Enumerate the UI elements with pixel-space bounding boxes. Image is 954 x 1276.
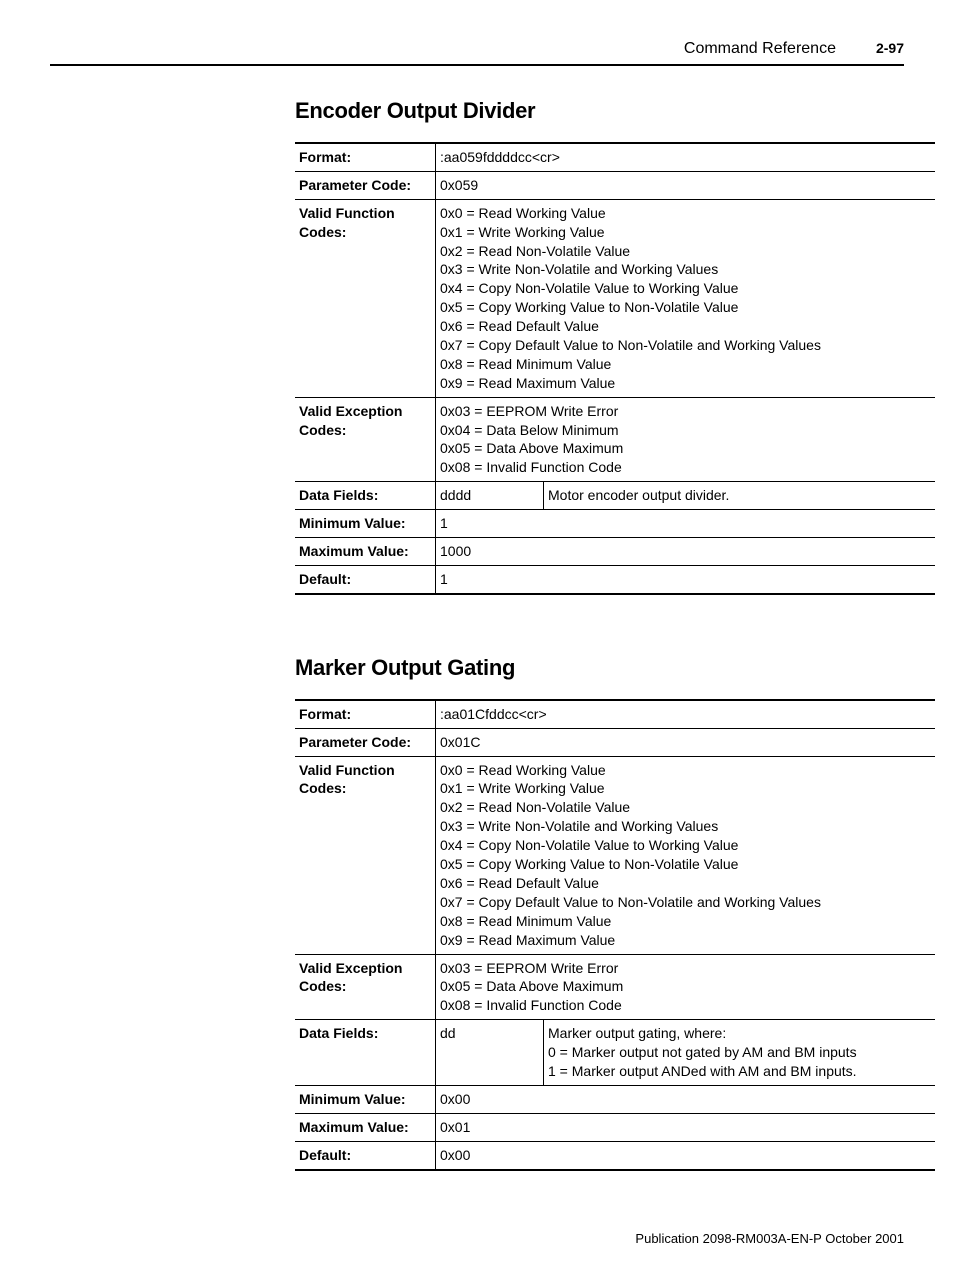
table-row: Valid Function Codes: 0x0 = Read Working…: [295, 199, 935, 397]
format-label: Format:: [295, 143, 436, 171]
data-fields-sub: dd: [436, 1020, 544, 1086]
minimum-value: 0x00: [436, 1085, 936, 1113]
parameter-table: Format: :aa059fddddcc<cr> Parameter Code…: [295, 142, 935, 595]
table-row: Minimum Value: 0x00: [295, 1085, 935, 1113]
parameter-table: Format: :aa01Cfddcc<cr> Parameter Code: …: [295, 699, 935, 1171]
table-row: Format: :aa059fddddcc<cr>: [295, 143, 935, 171]
section-title: Encoder Output Divider: [295, 98, 904, 124]
data-fields-desc: Motor encoder output divider.: [544, 482, 936, 510]
table-row: Parameter Code: 0x01C: [295, 728, 935, 756]
default-value: 1: [436, 565, 936, 593]
maximum-value-label: Maximum Value:: [295, 1113, 436, 1141]
minimum-value-label: Minimum Value:: [295, 510, 436, 538]
table-row: Default: 1: [295, 565, 935, 593]
header-page-number: 2-97: [876, 40, 904, 56]
table-row: Data Fields: dddd Motor encoder output d…: [295, 482, 935, 510]
table-row: Valid Exception Codes: 0x03 = EEPROM Wri…: [295, 954, 935, 1020]
format-value: :aa01Cfddcc<cr>: [436, 700, 936, 728]
header-section-label: Command Reference: [684, 40, 836, 58]
data-fields-label: Data Fields:: [295, 1020, 436, 1086]
table-row: Valid Function Codes: 0x0 = Read Working…: [295, 756, 935, 954]
minimum-value-label: Minimum Value:: [295, 1085, 436, 1113]
table-row: Data Fields: dd Marker output gating, wh…: [295, 1020, 935, 1086]
table-row: Format: :aa01Cfddcc<cr>: [295, 700, 935, 728]
table-row: Valid Exception Codes: 0x03 = EEPROM Wri…: [295, 397, 935, 482]
valid-function-codes-value: 0x0 = Read Working Value 0x1 = Write Wor…: [436, 199, 936, 397]
table-row: Maximum Value: 1000: [295, 538, 935, 566]
param-code-label: Parameter Code:: [295, 728, 436, 756]
format-label: Format:: [295, 700, 436, 728]
param-code-value: 0x01C: [436, 728, 936, 756]
valid-exception-codes-value: 0x03 = EEPROM Write Error 0x05 = Data Ab…: [436, 954, 936, 1020]
table-row: Parameter Code: 0x059: [295, 171, 935, 199]
valid-function-codes-label: Valid Function Codes:: [295, 199, 436, 397]
section-title: Marker Output Gating: [295, 655, 904, 681]
valid-exception-codes-value: 0x03 = EEPROM Write Error 0x04 = Data Be…: [436, 397, 936, 482]
default-value: 0x00: [436, 1141, 936, 1169]
maximum-value: 0x01: [436, 1113, 936, 1141]
default-label: Default:: [295, 565, 436, 593]
valid-function-codes-value: 0x0 = Read Working Value 0x1 = Write Wor…: [436, 756, 936, 954]
table-row: Maximum Value: 0x01: [295, 1113, 935, 1141]
param-code-label: Parameter Code:: [295, 171, 436, 199]
minimum-value: 1: [436, 510, 936, 538]
valid-exception-codes-label: Valid Exception Codes:: [295, 954, 436, 1020]
table-row: Default: 0x00: [295, 1141, 935, 1169]
page-header: Command Reference 2-97: [50, 40, 904, 66]
data-fields-sub: dddd: [436, 482, 544, 510]
data-fields-desc: Marker output gating, where: 0 = Marker …: [544, 1020, 936, 1086]
table-row: Minimum Value: 1: [295, 510, 935, 538]
maximum-value: 1000: [436, 538, 936, 566]
format-value: :aa059fddddcc<cr>: [436, 143, 936, 171]
valid-exception-codes-label: Valid Exception Codes:: [295, 397, 436, 482]
param-code-value: 0x059: [436, 171, 936, 199]
maximum-value-label: Maximum Value:: [295, 538, 436, 566]
data-fields-label: Data Fields:: [295, 482, 436, 510]
footer-publication: Publication 2098-RM003A-EN-P October 200…: [50, 1231, 904, 1246]
default-label: Default:: [295, 1141, 436, 1169]
valid-function-codes-label: Valid Function Codes:: [295, 756, 436, 954]
